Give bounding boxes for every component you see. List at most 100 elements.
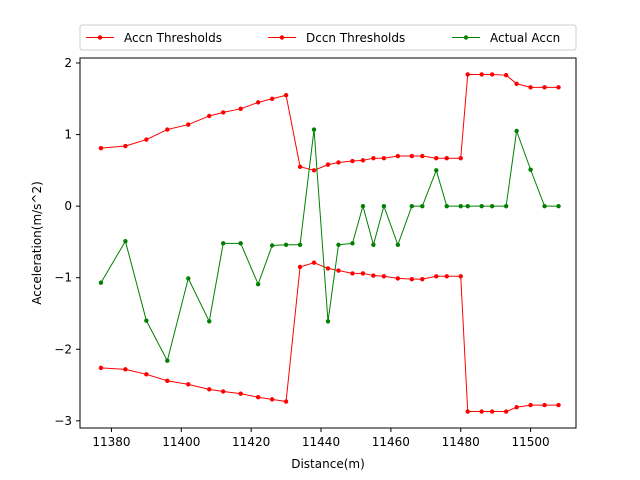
data-point-accn-thresholds bbox=[381, 155, 387, 161]
data-point-accn-thresholds bbox=[489, 72, 495, 77]
data-point-actual-accn bbox=[489, 203, 495, 209]
y-tick-label: −2 bbox=[54, 342, 72, 356]
data-point-actual-accn bbox=[542, 203, 547, 209]
data-point-dccn-thresholds bbox=[458, 274, 463, 279]
data-point-dccn-thresholds bbox=[360, 271, 366, 276]
data-point-actual-accn bbox=[514, 128, 519, 134]
data-point-accn-thresholds bbox=[514, 81, 519, 86]
series-accn-thresholds bbox=[98, 72, 561, 173]
data-point-actual-accn bbox=[465, 203, 470, 209]
data-point-accn-thresholds bbox=[325, 162, 331, 167]
data-point-dccn-thresholds bbox=[311, 260, 317, 265]
data-point-dccn-thresholds bbox=[350, 271, 355, 276]
data-point-accn-thresholds bbox=[458, 155, 463, 161]
y-tick-label: −1 bbox=[54, 271, 72, 285]
data-point-dccn-thresholds bbox=[297, 264, 303, 270]
legend-marker bbox=[279, 35, 285, 40]
x-tick-label: 11440 bbox=[302, 435, 340, 449]
data-point-dccn-thresholds bbox=[238, 391, 243, 396]
data-point-actual-accn bbox=[123, 239, 128, 244]
data-point-actual-accn bbox=[144, 318, 149, 323]
data-point-actual-accn bbox=[381, 203, 387, 209]
data-point-dccn-thresholds bbox=[556, 402, 561, 408]
data-point-accn-thresholds bbox=[371, 155, 376, 161]
data-point-dccn-thresholds bbox=[221, 389, 226, 394]
data-point-dccn-thresholds bbox=[420, 276, 425, 282]
data-point-accn-thresholds bbox=[165, 127, 170, 132]
data-point-dccn-thresholds bbox=[528, 402, 533, 408]
data-point-accn-thresholds bbox=[283, 93, 289, 98]
data-point-accn-thresholds bbox=[420, 153, 425, 159]
data-point-accn-thresholds bbox=[238, 106, 243, 112]
x-axis: 11380 11400 11420 11440 11460 11480 11500 bbox=[92, 428, 550, 449]
data-point-actual-accn bbox=[434, 168, 439, 173]
data-point-actual-accn bbox=[207, 319, 212, 324]
data-point-dccn-thresholds bbox=[123, 367, 128, 372]
data-point-dccn-thresholds bbox=[371, 273, 376, 278]
data-point-actual-accn bbox=[556, 203, 561, 209]
data-point-actual-accn bbox=[165, 358, 170, 363]
data-point-accn-thresholds bbox=[144, 137, 149, 142]
data-point-accn-thresholds bbox=[297, 164, 303, 169]
data-point-accn-thresholds bbox=[542, 85, 547, 90]
legend-label: Accn Thresholds bbox=[124, 31, 222, 45]
data-point-accn-thresholds bbox=[336, 160, 341, 165]
x-axis-label: Distance(m) bbox=[291, 457, 365, 471]
data-point-accn-thresholds bbox=[186, 122, 191, 127]
data-point-actual-accn bbox=[98, 280, 104, 285]
legend-label: Actual Accn bbox=[490, 31, 560, 45]
data-point-actual-accn bbox=[238, 241, 243, 246]
legend-entry-actual-accn: Actual Accn bbox=[452, 31, 560, 45]
legend-label: Dccn Thresholds bbox=[306, 31, 405, 45]
data-point-actual-accn bbox=[360, 203, 366, 209]
data-point-dccn-thresholds bbox=[269, 397, 275, 402]
x-tick-label: 11480 bbox=[442, 435, 480, 449]
data-point-dccn-thresholds bbox=[503, 409, 509, 414]
data-point-dccn-thresholds bbox=[207, 387, 212, 392]
data-point-dccn-thresholds bbox=[336, 268, 341, 273]
data-point-accn-thresholds bbox=[207, 113, 212, 119]
data-point-dccn-thresholds bbox=[98, 365, 104, 371]
data-point-actual-accn bbox=[395, 242, 401, 247]
data-point-dccn-thresholds bbox=[489, 409, 495, 414]
series-dccn-thresholds bbox=[98, 260, 561, 414]
data-point-actual-accn bbox=[528, 167, 533, 172]
x-tick-label: 11380 bbox=[92, 435, 130, 449]
y-axis-label: Acceleration(m/s^2) bbox=[30, 181, 44, 305]
data-point-accn-thresholds bbox=[98, 145, 104, 151]
data-point-actual-accn bbox=[255, 281, 261, 287]
data-point-dccn-thresholds bbox=[255, 395, 261, 400]
series-layer bbox=[98, 72, 561, 414]
data-point-actual-accn bbox=[479, 203, 484, 209]
data-point-actual-accn bbox=[221, 241, 226, 246]
y-axis: −3 −2 −1 0 1 2 bbox=[54, 56, 80, 428]
plot-background bbox=[80, 58, 576, 428]
data-point-accn-thresholds bbox=[556, 85, 561, 90]
data-point-actual-accn bbox=[371, 242, 376, 247]
data-point-dccn-thresholds bbox=[395, 276, 401, 281]
data-point-accn-thresholds bbox=[311, 168, 317, 173]
data-point-actual-accn bbox=[336, 242, 341, 247]
data-point-accn-thresholds bbox=[255, 100, 261, 105]
data-point-dccn-thresholds bbox=[434, 274, 439, 279]
data-point-actual-accn bbox=[269, 243, 275, 248]
data-point-actual-accn bbox=[420, 203, 425, 209]
x-tick-label: 11420 bbox=[232, 435, 270, 449]
data-point-accn-thresholds bbox=[221, 110, 226, 115]
data-point-actual-accn bbox=[186, 276, 191, 281]
y-tick-label: 1 bbox=[64, 128, 72, 142]
data-point-actual-accn bbox=[325, 319, 331, 324]
data-point-accn-thresholds bbox=[409, 153, 415, 159]
data-point-dccn-thresholds bbox=[144, 372, 149, 377]
data-point-accn-thresholds bbox=[360, 158, 366, 163]
data-point-dccn-thresholds bbox=[283, 399, 289, 404]
data-point-actual-accn bbox=[311, 127, 317, 132]
data-point-accn-thresholds bbox=[269, 96, 275, 101]
legend-marker bbox=[463, 35, 469, 40]
data-point-actual-accn bbox=[444, 203, 449, 209]
legend-entry-accn-thresholds: Accn Thresholds bbox=[86, 31, 222, 45]
series-actual-accn bbox=[98, 127, 561, 363]
data-point-accn-thresholds bbox=[479, 72, 484, 77]
data-point-dccn-thresholds bbox=[165, 378, 170, 383]
